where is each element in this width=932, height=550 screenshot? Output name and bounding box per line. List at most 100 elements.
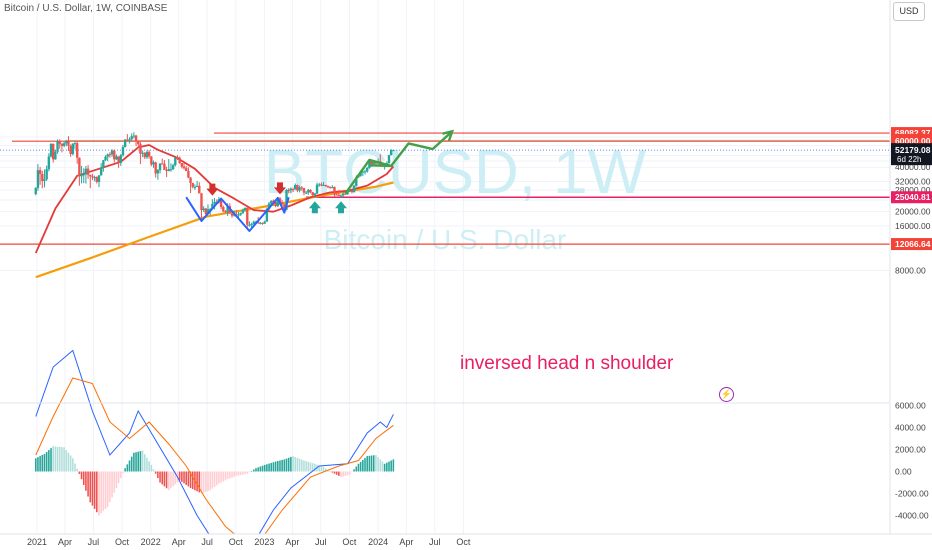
candle-body (176, 157, 179, 159)
watermark-subtitle: Bitcoin / U.S. Dollar (324, 224, 567, 255)
histogram-bar (69, 455, 72, 472)
histogram-bar (202, 471, 205, 493)
candle (185, 165, 188, 172)
candle (117, 156, 120, 168)
candle (222, 205, 225, 213)
candle-body (250, 223, 253, 225)
candle-body (322, 185, 325, 187)
macd-tick-label: 2000.00 (895, 445, 926, 455)
histogram-bar (39, 456, 41, 472)
candle (169, 163, 173, 172)
candle (322, 181, 325, 187)
candle (204, 207, 208, 216)
histogram-bar (218, 471, 220, 484)
candle (239, 212, 242, 216)
candle (241, 208, 245, 214)
candle-body (34, 188, 37, 195)
histogram-bar (72, 458, 74, 472)
histogram-bar (294, 456, 297, 472)
candle (263, 220, 266, 224)
histogram-bar (52, 446, 54, 472)
histogram-bar (311, 463, 314, 472)
histogram-bar (357, 463, 360, 472)
candle-body (348, 190, 351, 192)
histogram-bar (172, 471, 174, 487)
macd-tick-label: 4000.00 (895, 423, 926, 433)
candle-body (328, 187, 332, 189)
histogram-bar (290, 456, 292, 472)
histogram-bar (85, 471, 87, 491)
currency-button[interactable]: USD (893, 2, 925, 21)
candle-body (191, 182, 194, 187)
candle-body (252, 221, 256, 224)
histogram-bar (324, 468, 327, 472)
candle-body (387, 155, 391, 164)
candle-body (167, 169, 170, 171)
candle-body (67, 141, 70, 146)
candle-body (158, 163, 162, 171)
candle-body (339, 195, 343, 197)
candle-body (294, 185, 297, 190)
level-label-68082: 68082.37 (895, 128, 931, 138)
candle-body (287, 190, 290, 192)
histogram-bar (351, 471, 353, 473)
candle (178, 156, 181, 164)
candle (51, 143, 55, 163)
macd-tick-label: -4000.00 (895, 511, 929, 521)
histogram-bar (239, 471, 242, 476)
histogram-bar (333, 471, 336, 474)
candle (198, 182, 201, 194)
green-resistance-zone (67, 139, 890, 142)
histogram-bar (148, 461, 150, 472)
histogram-bar (56, 446, 59, 472)
candle (235, 210, 238, 215)
signal-line (35, 377, 394, 544)
candle-body (108, 154, 112, 156)
time-tick-label: Jul (429, 537, 441, 547)
histogram-bar (159, 471, 161, 483)
candle (158, 163, 162, 174)
histogram-bar (163, 471, 166, 487)
histogram-bar (390, 460, 392, 472)
histogram-bar (259, 466, 262, 472)
candle (174, 157, 177, 167)
candle (143, 152, 146, 159)
histogram-bar (89, 471, 92, 503)
candle-body (171, 165, 175, 170)
candle-body (86, 168, 90, 175)
histogram-bar (189, 471, 192, 488)
level-label-12066: 12066.64 (895, 239, 931, 249)
candle-body (150, 156, 153, 165)
level-label-25040-bg (891, 191, 932, 204)
histogram-bar (157, 471, 159, 479)
candle-body (248, 224, 251, 226)
candle (335, 192, 338, 196)
histogram-bar (298, 458, 301, 472)
candle-body (344, 193, 347, 195)
candle (165, 166, 168, 178)
histogram-bar (348, 471, 351, 475)
candle (113, 149, 116, 163)
histogram-bar (80, 471, 83, 480)
candle (137, 141, 140, 149)
green-up-arrow (308, 201, 321, 214)
lightning-icon[interactable]: ⚡ (719, 387, 734, 402)
candle (365, 166, 369, 173)
histogram-bar (111, 471, 113, 498)
candle-body (128, 139, 131, 141)
histogram-bar (229, 471, 231, 479)
histogram-bar (98, 471, 100, 516)
candle-body (307, 189, 310, 193)
histogram-bar (37, 457, 39, 472)
candle (163, 160, 166, 170)
flag-lower-line (369, 164, 392, 168)
candle (67, 136, 70, 151)
histogram-bar (96, 471, 98, 513)
histogram-bar (50, 448, 52, 472)
candle-body (230, 213, 234, 216)
histogram-bar (388, 461, 390, 472)
candle (36, 164, 40, 191)
candle-body (185, 168, 188, 171)
candle (333, 186, 336, 197)
